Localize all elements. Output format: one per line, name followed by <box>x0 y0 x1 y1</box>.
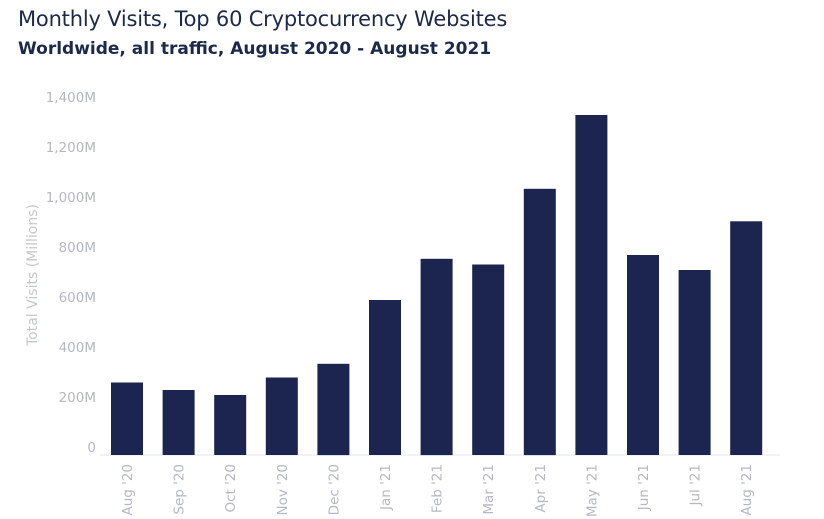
x-tick-label: Feb '21 <box>430 464 446 513</box>
x-tick-label: Aug '20 <box>120 464 136 516</box>
bar <box>317 363 350 456</box>
y-axis-label: Total Visits (Millions) <box>25 204 41 347</box>
y-tick-label: 400M <box>59 340 96 356</box>
x-tick-label: Jul '21 <box>688 464 704 506</box>
y-tick-label: 800M <box>59 240 96 256</box>
bar <box>369 300 401 455</box>
x-tick-label: Dec '20 <box>326 464 342 515</box>
x-tick-label: Apr '21 <box>533 464 549 513</box>
bar <box>678 270 711 455</box>
x-tick-label: Nov '20 <box>275 464 291 516</box>
bar <box>420 258 453 456</box>
bar <box>162 390 195 455</box>
x-tick-label: Oct '20 <box>223 464 239 513</box>
x-tick-label: Jun '21 <box>636 464 652 511</box>
x-tick-label: May '21 <box>584 464 600 517</box>
bar <box>575 115 608 455</box>
chart-title: Monthly Visits, Top 60 Cryptocurrency We… <box>18 7 508 31</box>
bar <box>214 395 247 455</box>
bars <box>111 115 763 456</box>
bar <box>265 377 298 455</box>
x-tick-label: Mar '21 <box>481 464 497 515</box>
y-tick-label: 0 <box>87 440 96 456</box>
y-tick-label: 600M <box>59 290 96 306</box>
x-axis-ticks: Aug '20 Sep '20 Oct '20 Nov '20 Dec '20 Jan '… <box>120 464 755 517</box>
y-tick-label: 1,200M <box>46 140 96 156</box>
bar <box>111 382 143 455</box>
y-axis-ticks: 0 200M 400M 600M 800M 1,000M 1,200M 1,400M <box>46 90 96 456</box>
bar <box>472 264 505 455</box>
y-tick-label: 1,000M <box>46 190 96 206</box>
bar <box>627 255 659 455</box>
x-tick-label: Jan '21 <box>378 464 394 511</box>
bar <box>523 188 556 456</box>
y-tick-label: 1,400M <box>46 90 96 106</box>
chart-subtitle: Worldwide, all traffic, August 2020 - Au… <box>18 39 492 59</box>
x-tick-label: Aug '21 <box>739 464 755 516</box>
y-tick-label: 200M <box>59 390 96 406</box>
x-tick-label: Sep '20 <box>172 464 188 515</box>
bar <box>730 221 763 455</box>
